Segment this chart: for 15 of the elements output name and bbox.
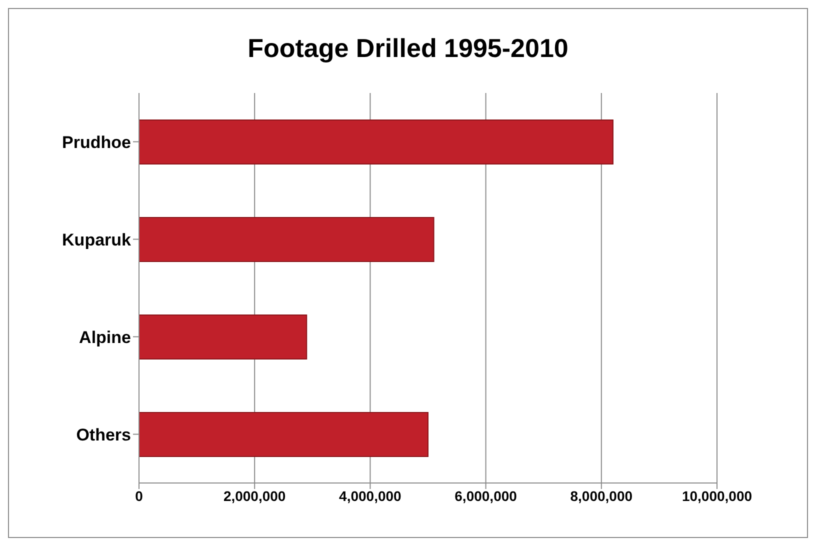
x-tick-label: 2,000,000 [223,488,286,504]
bar [139,412,428,457]
bar [139,120,614,164]
x-tick-label: 6,000,000 [454,488,518,504]
bar [139,314,308,360]
chart-title: Footage Drilled 1995-2010 [246,33,570,65]
x-tick-label: 4,000,000 [339,488,402,504]
x-tick-label: 8,000,000 [570,488,633,504]
x-tick-label: 10,000,000 [682,488,752,504]
x-tick-label: 0 [135,488,144,504]
y-tick-label: Kuparuk [62,230,132,250]
y-tick-label: Alpine [79,328,131,347]
y-tick-label: Prudhoe [62,132,131,152]
bar [139,217,434,262]
y-tick-label: Others [76,425,131,444]
